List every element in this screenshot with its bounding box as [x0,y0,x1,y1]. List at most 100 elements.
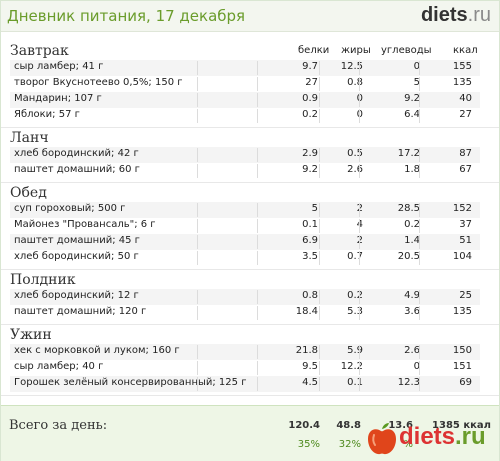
food-row[interactable]: паштет домашний; 60 г 9.2 2.6 1.8 67 [10,163,480,179]
total-fats-percent: 32% [338,439,361,450]
meal-divider [1,269,499,270]
food-carbs: 20.5 [397,251,420,262]
total-carbs: 13.6 [388,420,413,431]
logo-name: diets [420,4,468,26]
column-divider [419,345,420,359]
food-row[interactable]: Майонез "Провансаль"; 6 г 0.1 4 0.2 37 [10,218,480,234]
food-name: Мандарин; 107 г [14,93,102,104]
food-row[interactable]: хлеб бородинский; 50 г 3.5 0.7 20.5 104 [10,250,480,266]
column-header-fats: жиры [341,45,371,56]
column-divider [197,203,198,217]
column-divider [197,109,198,123]
meal-divider [1,324,499,325]
total-label: Всего за день: [9,418,108,433]
column-divider [257,164,258,178]
food-row[interactable]: сыр ламбер; 40 г 9.5 12.2 0 151 [10,360,480,376]
food-fats: 0.1 [347,377,363,388]
food-row[interactable]: паштет домашний; 120 г 18.4 5.3 3.6 135 [10,305,480,321]
food-name: паштет домашний; 45 г [14,235,140,246]
column-divider [319,77,320,91]
meal-divider [1,395,499,396]
column-divider [359,93,360,107]
food-carbs: 4.9 [404,290,420,301]
food-carbs: 1.8 [404,164,420,175]
food-row[interactable]: хек с морковкой и луком; 160 г 21.8 5.9 2.6… [10,344,480,360]
column-divider [257,219,258,233]
apple-icon [368,423,396,455]
column-divider [257,203,258,217]
total-proteins-percent: 35% [297,439,320,450]
column-divider [257,235,258,249]
column-divider [419,251,420,265]
column-divider [419,290,420,304]
column-divider [419,203,420,217]
food-kcal: 69 [459,377,472,388]
food-proteins: 18.4 [295,306,318,317]
column-divider [197,235,198,249]
food-name: суп гороховый; 500 г [14,203,126,214]
meal-heading: Полдник [10,272,76,288]
column-divider [359,203,360,217]
food-name: паштет домашний; 60 г [14,164,140,175]
food-fats: 0.2 [347,290,363,301]
food-row[interactable]: паштет домашний; 45 г 6.9 2 1.4 51 [10,234,480,250]
column-divider [419,219,420,233]
food-proteins: 21.8 [295,345,318,356]
food-row[interactable]: суп гороховый; 500 г 52 28.5 152 [10,202,480,218]
column-divider [419,61,420,75]
food-fats: 5.3 [347,306,363,317]
food-proteins: 27 [305,77,318,88]
column-header-kcal: ккал [453,45,478,56]
food-row[interactable]: творог Вкуснотеево 0,5%; 150 г 27 0.8 5 135 [10,76,480,92]
food-kcal: 135 [452,77,472,88]
column-divider [359,148,360,162]
food-carbs: 9.2 [404,93,420,104]
meal-heading: Обед [10,185,47,201]
column-divider [257,251,258,265]
food-proteins: 4.5 [302,377,318,388]
column-divider [359,219,360,233]
food-proteins: 9.5 [302,361,318,372]
food-kcal: 27 [459,109,472,120]
food-name: паштет домашний; 120 г [14,306,147,317]
column-divider [419,109,420,123]
column-divider [257,361,258,375]
column-divider [419,93,420,107]
food-row[interactable]: хлеб бородинский; 12 г 0.8 0.2 4.9 25 [10,289,480,305]
food-row[interactable]: Горошек зелёный консервированный; 125 г 4… [10,376,480,392]
column-divider [197,251,198,265]
column-divider [197,77,198,91]
food-row[interactable]: хлеб бородинский; 42 г 2.9 0.5 17.2 87 [10,147,480,163]
food-row[interactable]: Яблоки; 57 г 0.2 0 6.4 27 [10,108,480,124]
food-name: Горошек зелёный консервированный; 125 г [14,377,247,388]
watermark-tld: .ru [455,423,486,450]
food-proteins: 0.1 [302,219,318,230]
food-name: хлеб бородинский; 50 г [14,251,139,262]
column-divider [197,290,198,304]
food-kcal: 104 [452,251,472,262]
watermark-logo: diets.ru [365,421,491,457]
food-name: хлеб бородинский; 12 г [14,290,139,301]
food-carbs: 1.4 [404,235,420,246]
food-carbs: 0.2 [404,219,420,230]
food-fats: 0 [323,109,363,120]
column-header-proteins: белки [298,45,330,56]
column-divider [319,377,320,391]
column-divider [319,61,320,75]
food-fats: 12.5 [340,61,363,72]
meal-divider [1,182,499,183]
food-row[interactable]: Мандарин; 107 г 0.9 0 9.2 40 [10,92,480,108]
food-carbs: 12.3 [397,377,420,388]
column-divider [197,61,198,75]
food-carbs: 2.6 [404,345,420,356]
column-divider [257,93,258,107]
total-carbs-percent: % [403,439,413,450]
meal-heading: Ужин [10,327,52,343]
logo-tld: .ru [467,4,491,26]
food-fats: 4 [323,219,363,230]
site-logo[interactable]: diets.ru [421,4,491,27]
food-fats: 2.6 [347,164,363,175]
column-divider [419,377,420,391]
food-row[interactable]: сыр ламбер; 41 г 9.7 12.5 0 155 [10,60,480,76]
food-proteins: 0.2 [302,109,318,120]
